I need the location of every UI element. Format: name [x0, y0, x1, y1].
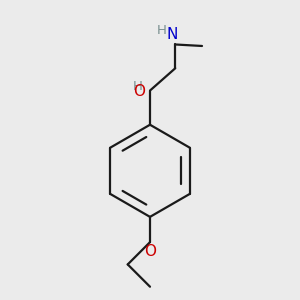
- Text: N: N: [166, 27, 177, 42]
- Text: O: O: [133, 84, 145, 99]
- Text: O: O: [144, 244, 156, 259]
- Text: H: H: [157, 24, 167, 37]
- Text: H: H: [133, 80, 142, 94]
